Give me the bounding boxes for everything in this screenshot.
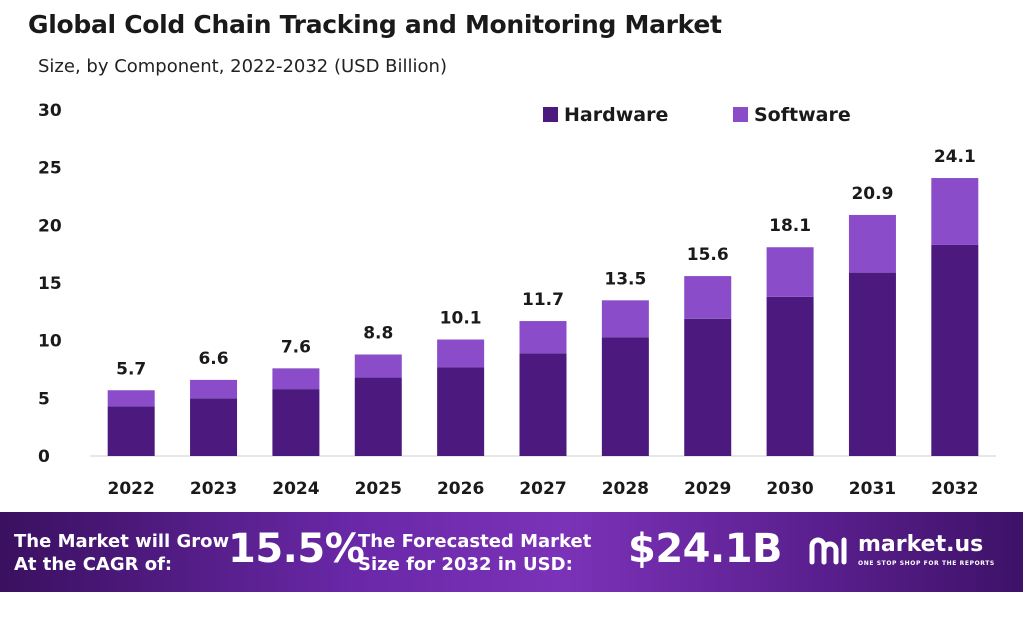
- legend-label-hardware: Hardware: [564, 104, 668, 126]
- forecast-label: The Forecasted Market Size for 2032 in U…: [358, 530, 591, 576]
- total-label-2022: 5.7: [116, 359, 146, 379]
- market-us-logo: market.us ONE STOP SHOP FOR THE REPORTS: [808, 532, 994, 572]
- forecast-label-line1: The Forecasted Market: [358, 531, 592, 552]
- x-tick-label: 2032: [931, 479, 978, 499]
- bar-software-2023: [190, 379, 238, 399]
- total-label-2031: 20.9: [851, 184, 893, 204]
- bar-hardware-2026: [437, 367, 485, 456]
- forecast-label-line2: Size for 2032 in USD:: [358, 554, 573, 575]
- market-us-logo-icon: [809, 537, 847, 565]
- total-label-2028: 13.5: [604, 269, 646, 289]
- total-label-2024: 7.6: [281, 337, 311, 357]
- bar-software-2031: [848, 214, 896, 273]
- legend-swatch-software: [733, 107, 748, 122]
- y-tick-label: 25: [38, 159, 62, 179]
- bar-hardware-2024: [272, 389, 320, 456]
- bar-software-2030: [766, 247, 814, 297]
- cagr-label-line1: The Market will Grow: [14, 531, 230, 552]
- bar-hardware-2029: [684, 318, 732, 456]
- cagr-label-line2: At the CAGR of:: [14, 554, 173, 575]
- total-label-2026: 10.1: [440, 309, 482, 329]
- bar-software-2028: [601, 300, 649, 338]
- bar-software-2022: [107, 390, 155, 407]
- summary-banner: The Market will Grow At the CAGR of: 15.…: [0, 512, 1023, 592]
- chart-subtitle: Size, by Component, 2022-2032 (USD Billi…: [38, 56, 447, 77]
- bar-hardware-2023: [190, 398, 238, 456]
- total-label-2023: 6.6: [198, 349, 228, 369]
- total-label-2030: 18.1: [769, 216, 811, 236]
- x-tick-label: 2028: [602, 479, 649, 499]
- logo-tagline: ONE STOP SHOP FOR THE REPORTS: [858, 560, 995, 567]
- cagr-value: 15.5%: [228, 526, 365, 572]
- forecast-value: $24.1B: [628, 526, 783, 572]
- bar-hardware-2025: [354, 377, 402, 456]
- x-tick-label: 2029: [684, 479, 731, 499]
- y-tick-label: 5: [38, 389, 50, 409]
- bar-software-2025: [354, 354, 402, 378]
- x-tick-label: 2030: [766, 479, 813, 499]
- total-label-2032: 24.1: [934, 147, 976, 167]
- x-tick-label: 2024: [272, 479, 319, 499]
- bar-software-2029: [684, 276, 732, 319]
- bar-hardware-2031: [848, 272, 896, 456]
- bar-hardware-2028: [601, 337, 649, 456]
- bar-software-2026: [437, 339, 485, 368]
- total-label-2029: 15.6: [687, 245, 729, 265]
- y-tick-label: 0: [38, 447, 50, 467]
- y-tick-label: 10: [38, 332, 62, 352]
- x-tick-label: 2026: [437, 479, 484, 499]
- x-tick-label: 2023: [190, 479, 237, 499]
- logo-name: market.us: [858, 532, 984, 557]
- bar-hardware-2030: [766, 296, 814, 456]
- legend-swatch-hardware: [543, 107, 558, 122]
- bar-software-2032: [931, 178, 979, 245]
- legend-label-software: Software: [754, 104, 851, 126]
- x-tick-label: 2027: [519, 479, 566, 499]
- y-tick-label: 15: [38, 274, 62, 294]
- bar-hardware-2027: [519, 353, 567, 456]
- y-tick-label: 20: [38, 216, 62, 236]
- bar-hardware-2022: [107, 406, 155, 456]
- total-label-2025: 8.8: [363, 324, 393, 344]
- x-tick-label: 2025: [355, 479, 402, 499]
- total-label-2027: 11.7: [522, 290, 564, 310]
- bar-software-2024: [272, 368, 320, 390]
- x-tick-label: 2031: [849, 479, 896, 499]
- chart-title: Global Cold Chain Tracking and Monitorin…: [28, 10, 722, 39]
- bar-hardware-2032: [931, 244, 979, 456]
- y-tick-label: 30: [38, 101, 62, 121]
- bar-software-2027: [519, 321, 567, 354]
- cagr-label: The Market will Grow At the CAGR of:: [14, 530, 229, 576]
- x-tick-label: 2022: [108, 479, 155, 499]
